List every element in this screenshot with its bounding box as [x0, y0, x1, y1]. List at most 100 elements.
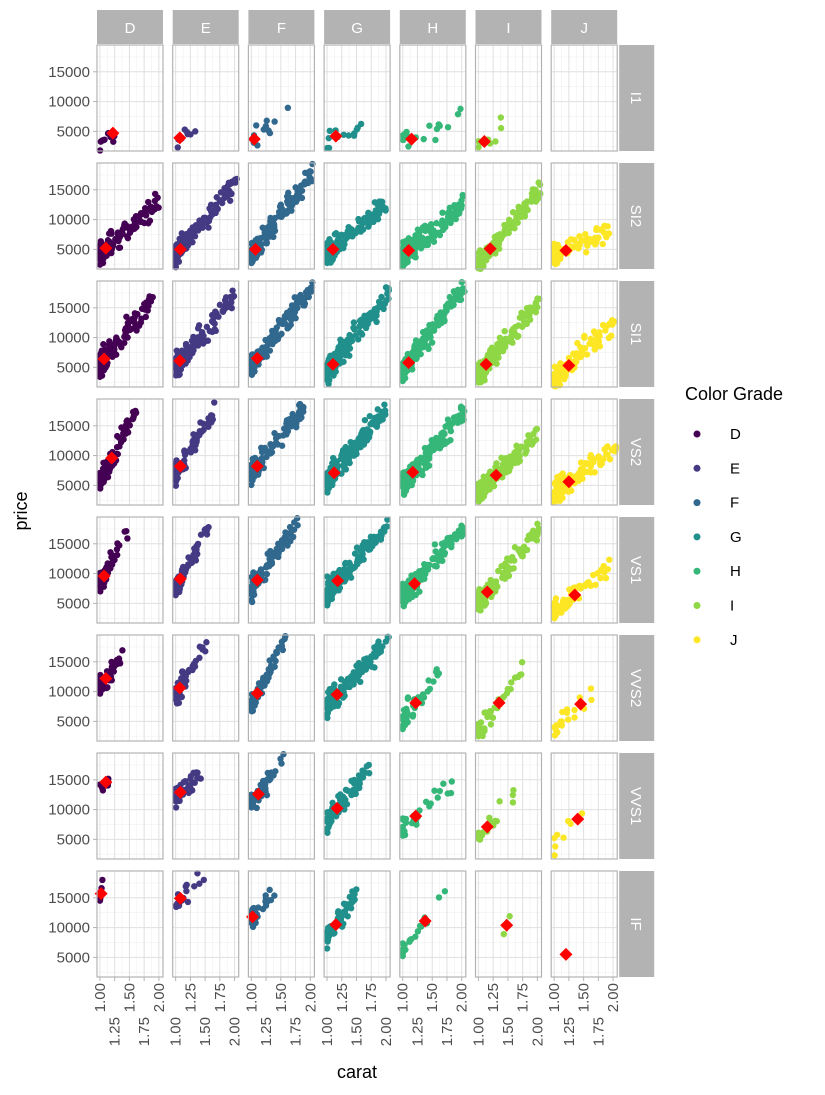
data-point [273, 331, 280, 338]
data-point [449, 300, 456, 307]
data-point [362, 320, 370, 328]
data-point [534, 195, 542, 202]
facet-panel-J-I1 [550, 44, 618, 152]
panel-border [247, 280, 315, 388]
data-point [298, 187, 306, 194]
data-point [503, 468, 511, 476]
data-point [523, 320, 530, 328]
data-point [350, 132, 358, 139]
data-point [552, 604, 559, 611]
facet-panel-G-SI1 [323, 280, 393, 388]
data-point [551, 598, 559, 606]
facet-panel-E-I1 [172, 44, 240, 152]
data-point [506, 219, 514, 227]
data-point [272, 439, 280, 446]
data-point [285, 420, 292, 427]
data-point [434, 312, 441, 320]
data-point [346, 331, 353, 339]
data-point [126, 318, 134, 325]
data-point [412, 348, 419, 356]
data-point [286, 523, 294, 531]
data-point [409, 461, 416, 468]
data-point [184, 242, 192, 249]
data-point [423, 464, 430, 471]
panel-border [96, 516, 164, 624]
data-point [597, 574, 604, 582]
data-point [273, 648, 280, 656]
data-point [361, 312, 368, 320]
panel-border [96, 162, 164, 270]
data-point [284, 104, 292, 112]
data-point [433, 220, 440, 227]
data-point [304, 287, 311, 294]
data-point [305, 293, 312, 301]
facet-panel-F-VVS2 [247, 632, 315, 742]
data-point [359, 549, 366, 556]
data-point [129, 415, 137, 422]
data-point [375, 413, 382, 420]
panel-border [474, 398, 543, 506]
data-point [458, 533, 465, 540]
data-point [382, 207, 389, 214]
data-point [591, 346, 598, 353]
data-point [444, 416, 452, 423]
data-point [477, 604, 484, 611]
mean-marker [250, 686, 264, 700]
data-point [506, 335, 514, 343]
data-point [267, 218, 274, 225]
data-point [600, 456, 607, 463]
data-point [432, 548, 439, 555]
data-point [331, 681, 338, 688]
data-point [288, 309, 296, 317]
data-point [408, 237, 416, 244]
data-point [459, 527, 466, 534]
data-point [326, 127, 333, 135]
data-point [212, 327, 219, 335]
data-point [292, 198, 300, 205]
facet-panel-H-SI2 [399, 162, 467, 270]
panel-border [550, 516, 618, 624]
data-point [505, 567, 512, 574]
data-point [131, 223, 138, 230]
data-point [482, 599, 490, 606]
data-point [587, 463, 595, 470]
data-point [372, 209, 380, 216]
data-point [219, 307, 226, 315]
data-point [151, 197, 159, 205]
data-point [342, 574, 349, 581]
data-point [324, 477, 331, 485]
panel-border [96, 398, 164, 506]
data-point [571, 236, 578, 244]
data-point [228, 304, 235, 312]
data-point [377, 200, 385, 208]
facet-panel-G-SI2 [323, 162, 391, 270]
data-point [227, 298, 235, 306]
data-point [566, 586, 573, 593]
data-point [173, 368, 181, 375]
facet-panel-G-VVS2 [323, 633, 392, 742]
data-point [193, 226, 201, 234]
data-point [361, 416, 369, 424]
panel-border [474, 44, 543, 152]
data-point [442, 302, 450, 310]
data-point [426, 122, 433, 129]
panel-border [550, 44, 618, 152]
data-point [124, 429, 132, 436]
facet-panel-E-VVS2 [172, 634, 240, 742]
data-point [248, 476, 255, 483]
data-point [439, 209, 446, 216]
data-point [112, 351, 120, 358]
data-point [517, 213, 524, 220]
data-point [439, 318, 446, 325]
data-point [414, 231, 422, 238]
facet-panel-F-VS2 [247, 398, 315, 506]
data-point [436, 231, 444, 239]
data-point [352, 332, 359, 339]
data-point [340, 463, 348, 471]
data-point [439, 557, 446, 565]
panel-border [247, 398, 315, 506]
data-point [510, 565, 517, 572]
data-point [124, 535, 131, 542]
data-point [197, 531, 205, 538]
